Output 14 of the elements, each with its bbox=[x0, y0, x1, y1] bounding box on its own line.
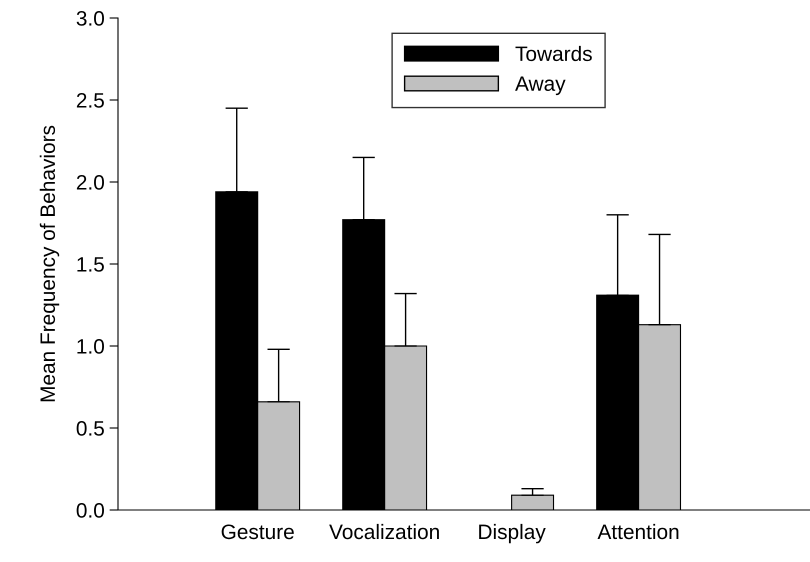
y-tick-label: 0.0 bbox=[76, 503, 104, 518]
x-tick-label: Display bbox=[479, 524, 546, 544]
y-tick-label: 0.5 bbox=[76, 421, 104, 436]
y-tick-label: 1.5 bbox=[77, 257, 104, 272]
x-tick-label: Attention bbox=[598, 524, 678, 540]
y-tick-label: 1.0 bbox=[77, 339, 104, 354]
legend-label: Away bbox=[515, 76, 566, 96]
y-tick-label: 2.0 bbox=[76, 175, 104, 190]
y-tick-label: 2.5 bbox=[76, 93, 104, 108]
y-tick-label: 3.0 bbox=[76, 11, 104, 26]
x-tick-label: Gesture bbox=[222, 524, 294, 540]
legend-label: Towards bbox=[515, 46, 592, 62]
y-axis-title: Mean Frequency of Behaviors bbox=[40, 126, 60, 402]
x-tick-label: Vocalization bbox=[329, 524, 439, 540]
